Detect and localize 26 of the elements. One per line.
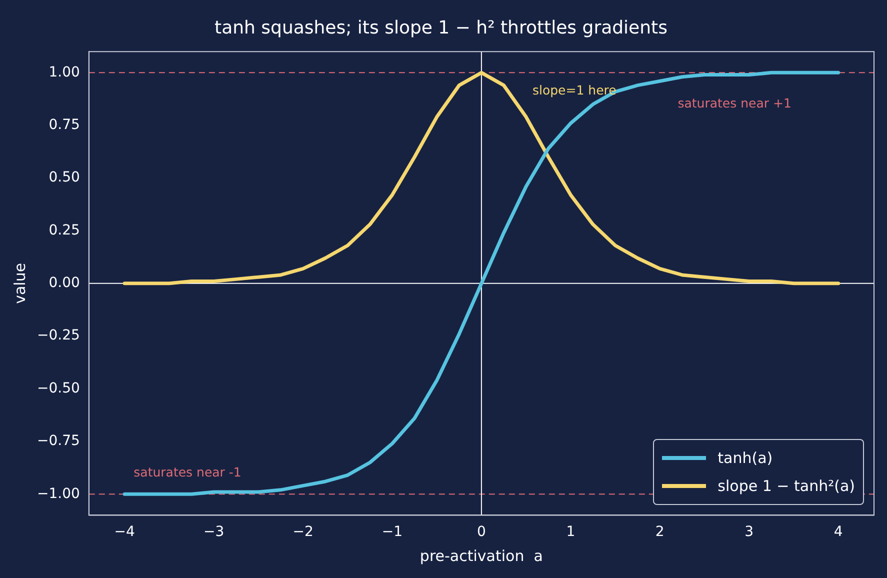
y-tick-label: −0.25 bbox=[36, 328, 80, 344]
y-tick-label: 0.75 bbox=[48, 116, 80, 133]
y-tick-label: −0.75 bbox=[36, 433, 80, 450]
annotation: slope=1 here bbox=[532, 82, 617, 98]
x-tick-label: 3 bbox=[744, 524, 754, 540]
x-tick-label: −2 bbox=[292, 524, 314, 540]
x-tick-label: 4 bbox=[834, 524, 843, 540]
x-tick-label: 1 bbox=[566, 524, 576, 540]
y-axis-title: value bbox=[10, 262, 29, 304]
y-tick-label: −0.50 bbox=[36, 380, 80, 396]
annotation: saturates near -1 bbox=[134, 464, 242, 480]
x-tick-label: −4 bbox=[114, 524, 135, 540]
y-tick-label: −1.00 bbox=[36, 486, 80, 502]
y-tick-label: 0.25 bbox=[48, 222, 80, 238]
x-tick-label: −1 bbox=[382, 524, 403, 540]
x-tick-label: −3 bbox=[203, 524, 224, 540]
y-tick-label: 0.50 bbox=[48, 170, 80, 186]
y-tick-label: 1.00 bbox=[48, 64, 80, 80]
legend-label: tanh(a) bbox=[718, 449, 773, 468]
annotation: saturates near +1 bbox=[678, 96, 792, 111]
chart-title: tanh squashes; its slope 1 − h² throttles gradients bbox=[214, 17, 668, 38]
x-tick-label: 0 bbox=[476, 524, 486, 540]
x-tick-label: 2 bbox=[655, 524, 664, 540]
x-axis-title: pre-activation a bbox=[420, 546, 543, 565]
y-tick-label: 0.00 bbox=[48, 275, 80, 292]
legend-label: slope 1 − tanh²(a) bbox=[718, 477, 855, 496]
